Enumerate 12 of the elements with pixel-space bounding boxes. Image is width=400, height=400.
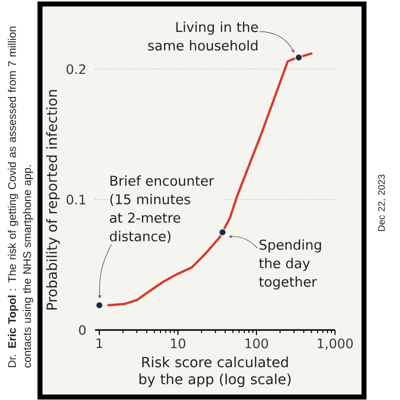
annotation: Spending the day together (259, 239, 321, 290)
y-tick-label: 0.1 (66, 194, 86, 205)
x-tick-label: 1 (96, 338, 102, 348)
text: Dec 22, 2023 (378, 174, 386, 232)
y-tick-label: 0 (79, 325, 86, 335)
y-axis-title: Probability of reported infection (46, 90, 60, 310)
annotation: Brief encounter (15 minutes at 2-metre distance) (110, 175, 214, 243)
x-tick-label: 100 (245, 338, 268, 348)
x-tick-label: 10 (171, 338, 186, 348)
y-tick-label: 0.2 (66, 64, 86, 74)
annotation: Living in the same household (148, 22, 258, 51)
x-axis-title: Risk score calculated by the app (log scale) (140, 356, 291, 388)
